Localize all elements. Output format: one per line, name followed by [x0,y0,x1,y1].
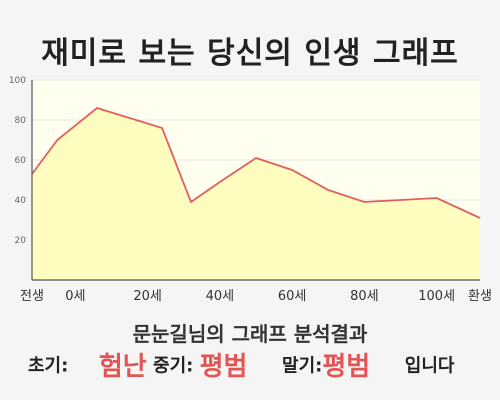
x-tick-label: 전생 [20,289,44,304]
y-tick-label: 20 [15,236,27,246]
x-tick-label: 80세 [350,289,379,304]
series-area [32,108,480,280]
life-graph-chart: 20 40 60 80 100 전생 0세 20세 40세 60세 80세 100세 환생 [9,76,492,304]
x-tick-label: 환생 [468,289,492,304]
late-value: 평범 [322,352,371,382]
x-tick-label: 40세 [206,289,235,304]
result-suffix: 입니다 [404,355,455,377]
x-tick-label: 60세 [278,289,307,304]
x-tick-label: 100세 [418,289,455,304]
x-tick-label: 0세 [65,289,85,304]
mid-value: 평범 [199,352,248,382]
early-value: 험난 [98,352,147,382]
y-tick-label: 100 [9,76,26,86]
y-tick-label: 40 [15,196,27,206]
mid-label: 중기: [153,355,194,377]
page-title: 재미로 보는 당신의 인생 그래프 [41,36,459,71]
analysis-result: 초기: 험난 중기: 평범 말기:평범 입니다 [28,346,488,383]
y-tick-label: 80 [15,116,27,126]
y-tick-label: 60 [15,156,27,166]
early-label: 초기: [28,355,69,377]
analysis-heading: 문눈길님의 그래프 분석결과 [132,322,368,346]
x-tick-label: 20세 [133,289,162,304]
late-label: 말기: [282,355,323,377]
series-line [31,106,481,219]
